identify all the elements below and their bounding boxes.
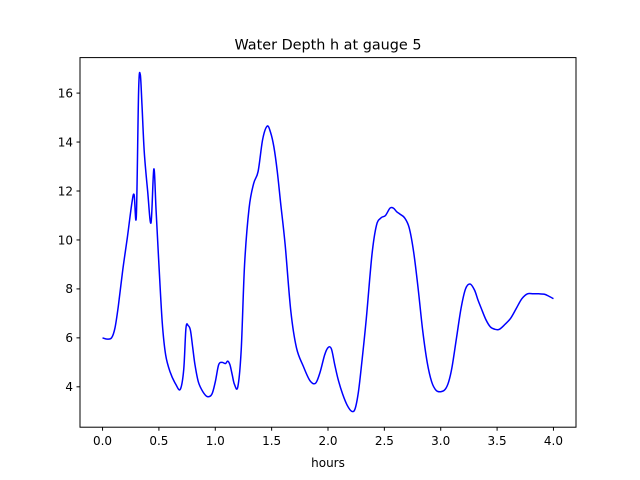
y-tick-label: 10 [58, 233, 73, 247]
y-axis: 4 6 8 10 12 14 16 [58, 86, 80, 394]
x-tick-label: 0.5 [149, 434, 168, 448]
y-tick-label: 8 [65, 282, 73, 296]
x-tick-label: 3.0 [431, 434, 450, 448]
series-layer [102, 71, 554, 413]
y-tick-label: 6 [65, 331, 73, 345]
y-tick-label: 4 [65, 380, 73, 394]
x-tick-label: 2.0 [318, 434, 337, 448]
y-tick-label: 14 [58, 135, 73, 149]
x-tick-label: 2.5 [375, 434, 394, 448]
plot-area [80, 57, 576, 428]
x-tick-label: 1.0 [206, 434, 225, 448]
x-tick-label: 0.0 [93, 434, 112, 448]
y-tick-label: 12 [58, 184, 73, 198]
x-axis-label: hours [311, 456, 345, 470]
chart-title: Water Depth h at gauge 5 [234, 38, 421, 54]
x-tick-label: 4.0 [544, 434, 563, 448]
x-tick-label: 3.5 [488, 434, 507, 448]
y-tick-label: 16 [58, 86, 73, 100]
x-axis: 0.0 0.5 1.0 1.5 2.0 2.5 3.0 3.5 4.0 [93, 427, 563, 448]
x-tick-label: 1.5 [262, 434, 281, 448]
series-line [102, 71, 554, 413]
